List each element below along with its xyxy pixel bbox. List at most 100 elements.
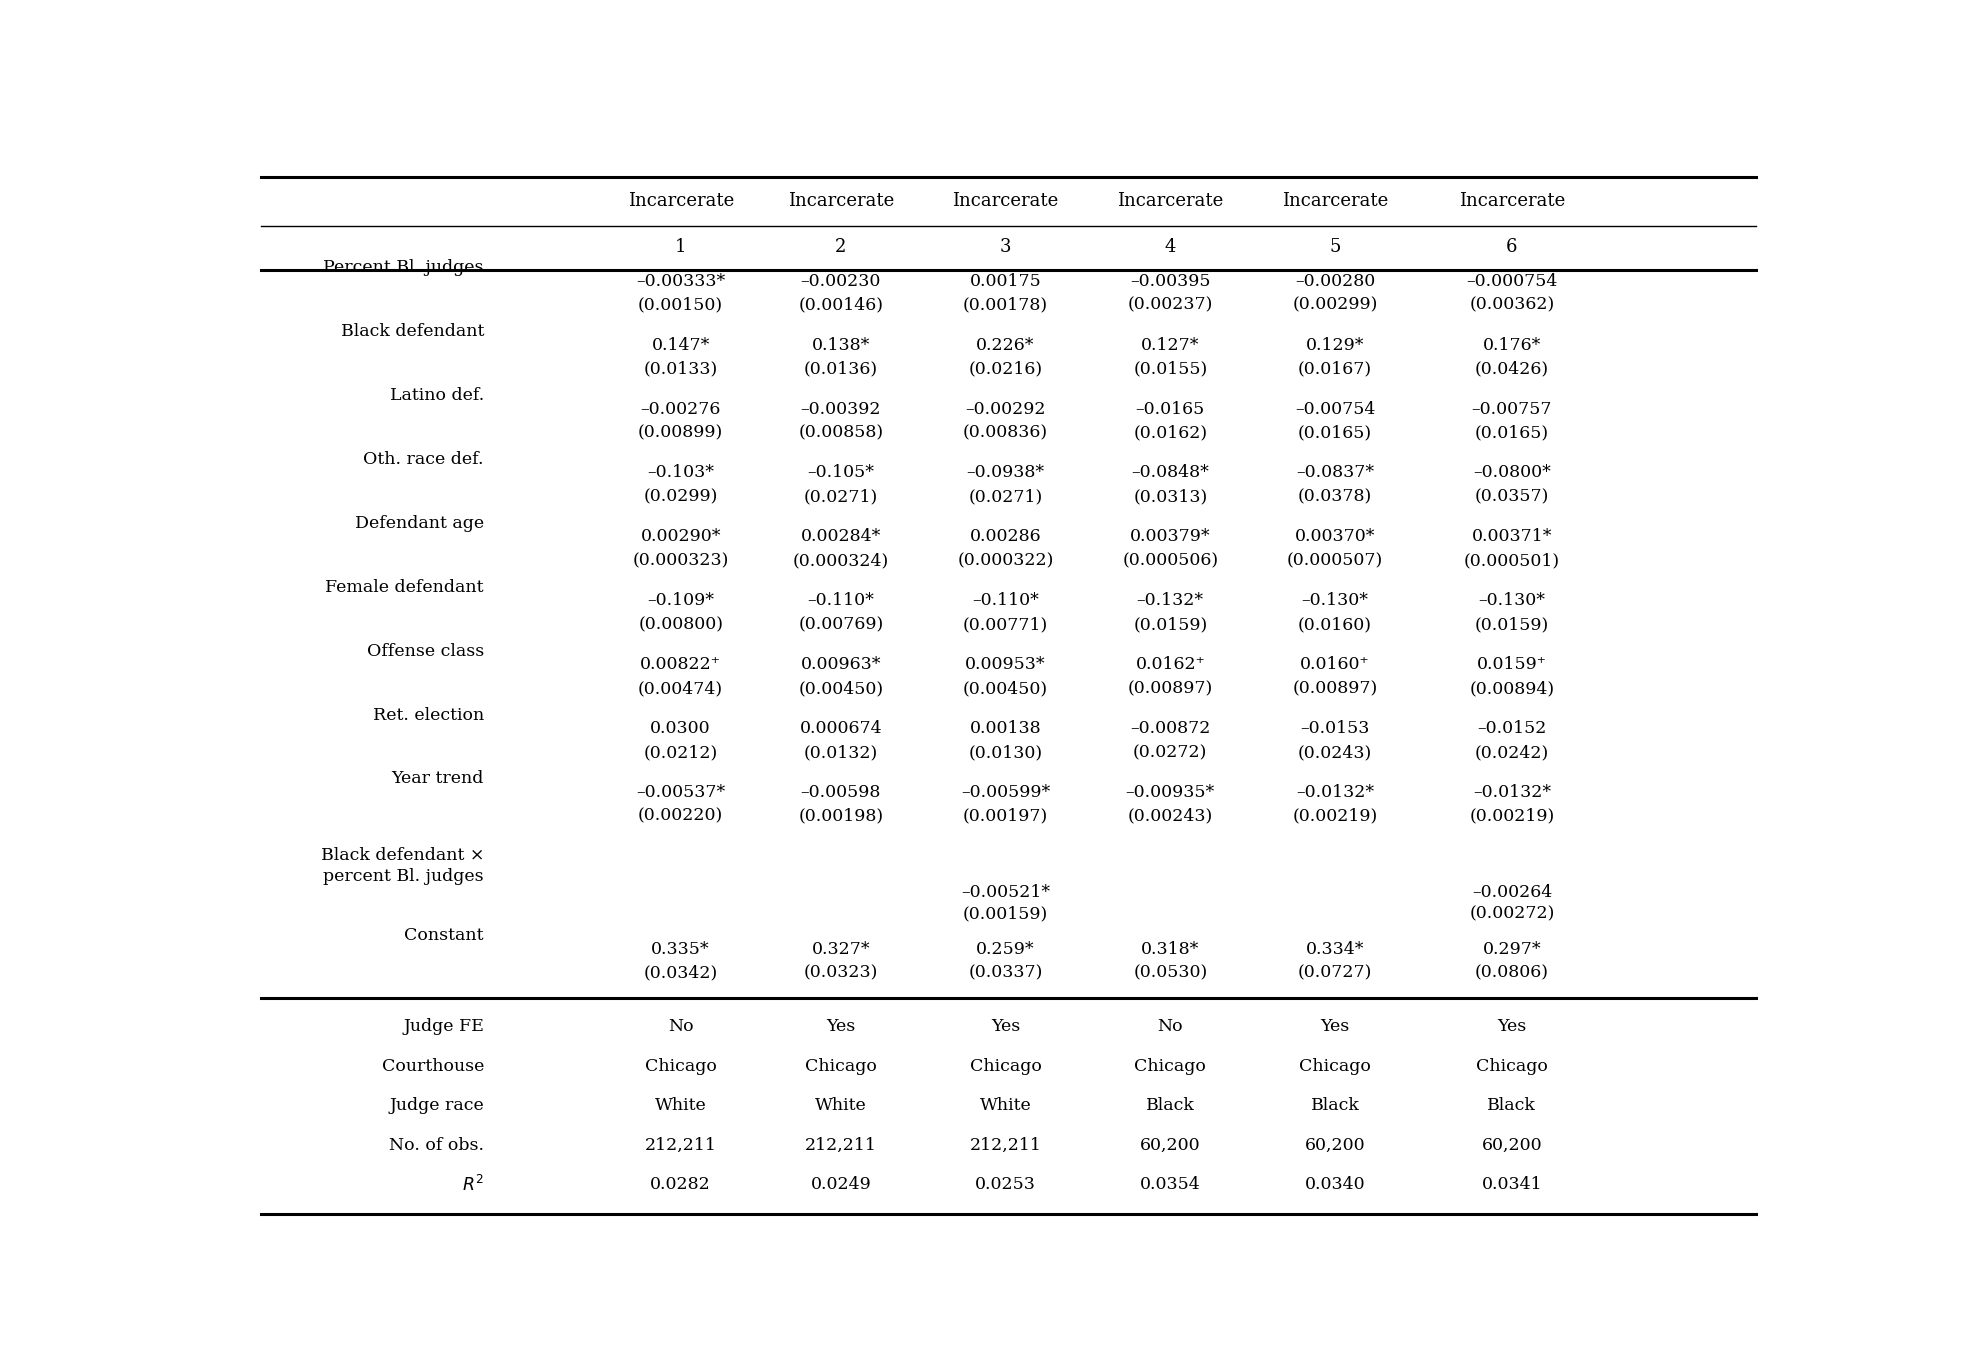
Text: Black defendant ×: Black defendant ×: [321, 847, 484, 863]
Text: (0.0727): (0.0727): [1297, 965, 1372, 982]
Text: 0.00379*: 0.00379*: [1130, 529, 1210, 545]
Text: Yes: Yes: [1498, 1018, 1527, 1035]
Text: –0.00392: –0.00392: [801, 401, 882, 418]
Text: –0.000754: –0.000754: [1466, 272, 1557, 290]
Text: 0.0282: 0.0282: [649, 1176, 710, 1193]
Text: (0.00272): (0.00272): [1470, 905, 1555, 921]
Text: Yes: Yes: [1321, 1018, 1350, 1035]
Text: (0.00178): (0.00178): [962, 297, 1049, 314]
Text: White: White: [655, 1097, 707, 1114]
Text: –0.0165: –0.0165: [1136, 401, 1204, 418]
Text: (0.0133): (0.0133): [644, 360, 718, 378]
Text: –0.00292: –0.00292: [964, 401, 1045, 418]
Text: (0.000322): (0.000322): [956, 552, 1053, 569]
Text: (0.0130): (0.0130): [968, 743, 1043, 761]
Text: (0.000507): (0.000507): [1287, 552, 1384, 569]
Text: –0.0132*: –0.0132*: [1472, 784, 1551, 801]
Text: 0.147*: 0.147*: [651, 337, 710, 353]
Text: (0.0165): (0.0165): [1474, 425, 1549, 441]
Text: –0.103*: –0.103*: [647, 464, 714, 482]
Text: (0.0313): (0.0313): [1134, 488, 1208, 506]
Text: 212,211: 212,211: [805, 1137, 878, 1153]
Text: 1: 1: [675, 237, 687, 256]
Text: Ret. election: Ret. election: [372, 707, 484, 723]
Text: (0.0155): (0.0155): [1134, 360, 1208, 378]
Text: –0.0837*: –0.0837*: [1297, 464, 1374, 482]
Text: (0.0272): (0.0272): [1134, 743, 1208, 761]
Text: 5: 5: [1328, 237, 1340, 256]
Text: 0.0253: 0.0253: [974, 1176, 1035, 1193]
Text: (0.0212): (0.0212): [644, 743, 718, 761]
Text: (0.0426): (0.0426): [1474, 360, 1549, 378]
Text: Judge race: Judge race: [390, 1097, 484, 1114]
Text: Yes: Yes: [827, 1018, 856, 1035]
Text: –0.0800*: –0.0800*: [1472, 464, 1551, 482]
Text: (0.0378): (0.0378): [1297, 488, 1372, 506]
Text: –0.00264: –0.00264: [1472, 884, 1553, 901]
Text: Courthouse: Courthouse: [382, 1058, 484, 1075]
Text: 0.334*: 0.334*: [1305, 940, 1364, 958]
Text: Year trend: Year trend: [392, 770, 484, 788]
Text: 0.00175: 0.00175: [970, 272, 1041, 290]
Text: 2: 2: [834, 237, 846, 256]
Text: (0.0357): (0.0357): [1474, 488, 1549, 506]
Text: (0.0167): (0.0167): [1299, 360, 1372, 378]
Text: Yes: Yes: [992, 1018, 1019, 1035]
Text: 0.00370*: 0.00370*: [1295, 529, 1376, 545]
Text: 0.127*: 0.127*: [1141, 337, 1200, 353]
Text: –0.00537*: –0.00537*: [636, 784, 726, 801]
Text: 0.00290*: 0.00290*: [640, 529, 720, 545]
Text: (0.00299): (0.00299): [1293, 297, 1378, 314]
Text: (0.0165): (0.0165): [1299, 425, 1372, 441]
Text: Incarcerate: Incarcerate: [1118, 193, 1224, 210]
Text: (0.00450): (0.00450): [962, 680, 1049, 697]
Text: 0.000674: 0.000674: [799, 720, 882, 737]
Text: Incarcerate: Incarcerate: [1281, 193, 1387, 210]
Text: –0.00276: –0.00276: [640, 401, 720, 418]
Text: 0.0159⁺: 0.0159⁺: [1476, 656, 1547, 673]
Text: 0.226*: 0.226*: [976, 337, 1035, 353]
Text: (0.00150): (0.00150): [638, 297, 724, 314]
Text: Incarcerate: Incarcerate: [953, 193, 1059, 210]
Text: (0.000506): (0.000506): [1122, 552, 1218, 569]
Text: –0.00754: –0.00754: [1295, 401, 1376, 418]
Text: –0.00757: –0.00757: [1472, 401, 1553, 418]
Text: Chicago: Chicago: [1476, 1058, 1549, 1075]
Text: $R^2$: $R^2$: [462, 1175, 484, 1195]
Text: –0.00599*: –0.00599*: [960, 784, 1051, 801]
Text: –0.0132*: –0.0132*: [1297, 784, 1374, 801]
Text: 0.0340: 0.0340: [1305, 1176, 1366, 1193]
Text: 212,211: 212,211: [646, 1137, 716, 1153]
Text: (0.0299): (0.0299): [644, 488, 718, 506]
Text: (0.0159): (0.0159): [1134, 616, 1208, 633]
Text: –0.0152: –0.0152: [1478, 720, 1547, 737]
Text: 6: 6: [1506, 237, 1517, 256]
Text: Latino def.: Latino def.: [390, 387, 484, 405]
Text: (0.0271): (0.0271): [968, 488, 1043, 506]
Text: percent Bl. judges: percent Bl. judges: [313, 867, 484, 885]
Text: White: White: [815, 1097, 866, 1114]
Text: (0.00800): (0.00800): [638, 616, 722, 633]
Text: –0.00280: –0.00280: [1295, 272, 1376, 290]
Text: 0.0354: 0.0354: [1139, 1176, 1200, 1193]
Text: 3: 3: [1000, 237, 1012, 256]
Text: (0.0530): (0.0530): [1134, 965, 1208, 982]
Text: (0.0132): (0.0132): [803, 743, 878, 761]
Text: (0.00899): (0.00899): [638, 425, 724, 441]
Text: (0.00219): (0.00219): [1293, 808, 1378, 824]
Text: (0.000501): (0.000501): [1464, 552, 1561, 569]
Text: –0.0938*: –0.0938*: [966, 464, 1045, 482]
Text: (0.0337): (0.0337): [968, 965, 1043, 982]
Text: 0.138*: 0.138*: [811, 337, 870, 353]
Text: Defendant age: Defendant age: [354, 515, 484, 532]
Text: Black: Black: [1145, 1097, 1195, 1114]
Text: –0.0848*: –0.0848*: [1132, 464, 1208, 482]
Text: 0.259*: 0.259*: [976, 940, 1035, 958]
Text: (0.0342): (0.0342): [644, 965, 718, 982]
Text: 0.0300: 0.0300: [649, 720, 710, 737]
Text: 0.335*: 0.335*: [651, 940, 710, 958]
Text: 0.00371*: 0.00371*: [1472, 529, 1553, 545]
Text: (0.00146): (0.00146): [799, 297, 884, 314]
Text: (0.00769): (0.00769): [799, 616, 884, 633]
Text: Chicago: Chicago: [805, 1058, 878, 1075]
